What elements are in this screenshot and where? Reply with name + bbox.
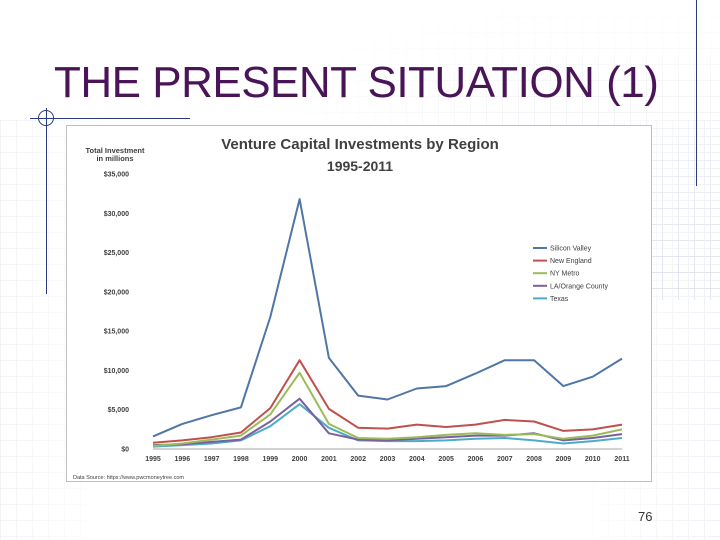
x-tick-label: 2004: [409, 456, 425, 463]
x-tick-label: 2005: [438, 456, 454, 463]
x-tick-label: 2010: [585, 456, 601, 463]
legend-label: LA/Orange County: [550, 283, 608, 290]
decorative-line-vertical: [46, 108, 47, 294]
legend-label: Texas: [550, 296, 569, 303]
x-tick-label: 1998: [233, 456, 249, 463]
series-line-ny-metro: [152, 371, 623, 447]
legend-label: Silicon Valley: [550, 246, 592, 253]
x-tick-label: 2003: [380, 456, 396, 463]
y-tick-label: $20,000: [104, 289, 129, 296]
chart-frame: Venture Capital Investments by Region 19…: [66, 125, 652, 482]
y-tick-label: $15,000: [104, 329, 129, 336]
x-tick-label: 2006: [468, 456, 484, 463]
x-tick-label: 1996: [175, 456, 191, 463]
x-tick-label: 2000: [292, 456, 308, 463]
y-axis-label-line2: in millions: [96, 154, 133, 163]
y-tick-label: $5,000: [108, 407, 130, 414]
x-tick-label: 2011: [614, 456, 629, 463]
x-tick-label: 2001: [321, 456, 337, 463]
x-tick-label: 2008: [526, 456, 542, 463]
x-tick-label: 1995: [145, 456, 161, 463]
y-tick-label: $25,000: [104, 250, 129, 257]
chart-title: Venture Capital Investments by Region: [221, 136, 499, 153]
legend: Silicon Valley New England NY Metro LA/Oran…: [533, 246, 608, 303]
data-source-note: Data Source: https://www.pwcmoneytree.co…: [73, 475, 184, 481]
x-tick-label: 2009: [556, 456, 572, 463]
chart-subtitle: 1995-2011: [327, 158, 393, 174]
page-number: 76: [638, 509, 653, 524]
chart-svg: Venture Capital Investments by Region 19…: [73, 136, 630, 481]
y-tick-label: $35,000: [104, 172, 129, 179]
axes-group: $0 $5,000 $10,000 $15,000 $20,000 $25,000 $30,…: [104, 172, 630, 464]
y-tick-label: $30,000: [104, 211, 129, 218]
x-tick-label: 1997: [204, 456, 220, 463]
y-axis-label-line1: Total Investment: [85, 146, 145, 155]
series-line-new-england: [152, 359, 623, 444]
decorative-line-vertical-right: [696, 0, 697, 186]
slide-title: THE PRESENT SITUATION (1): [54, 58, 659, 107]
legend-label: New England: [550, 258, 592, 265]
x-tick-label: 2002: [350, 456, 366, 463]
x-tick-label: 1999: [262, 456, 278, 463]
y-tick-label: $10,000: [104, 368, 129, 375]
decorative-line-horizontal: [30, 118, 190, 119]
series-lines-group: [152, 198, 623, 448]
series-line-silicon-valley: [152, 198, 623, 438]
x-tick-label: 2007: [497, 456, 513, 463]
decorative-circle: [38, 110, 54, 126]
y-tick-label: $0: [121, 447, 129, 454]
legend-label: NY Metro: [550, 271, 580, 278]
